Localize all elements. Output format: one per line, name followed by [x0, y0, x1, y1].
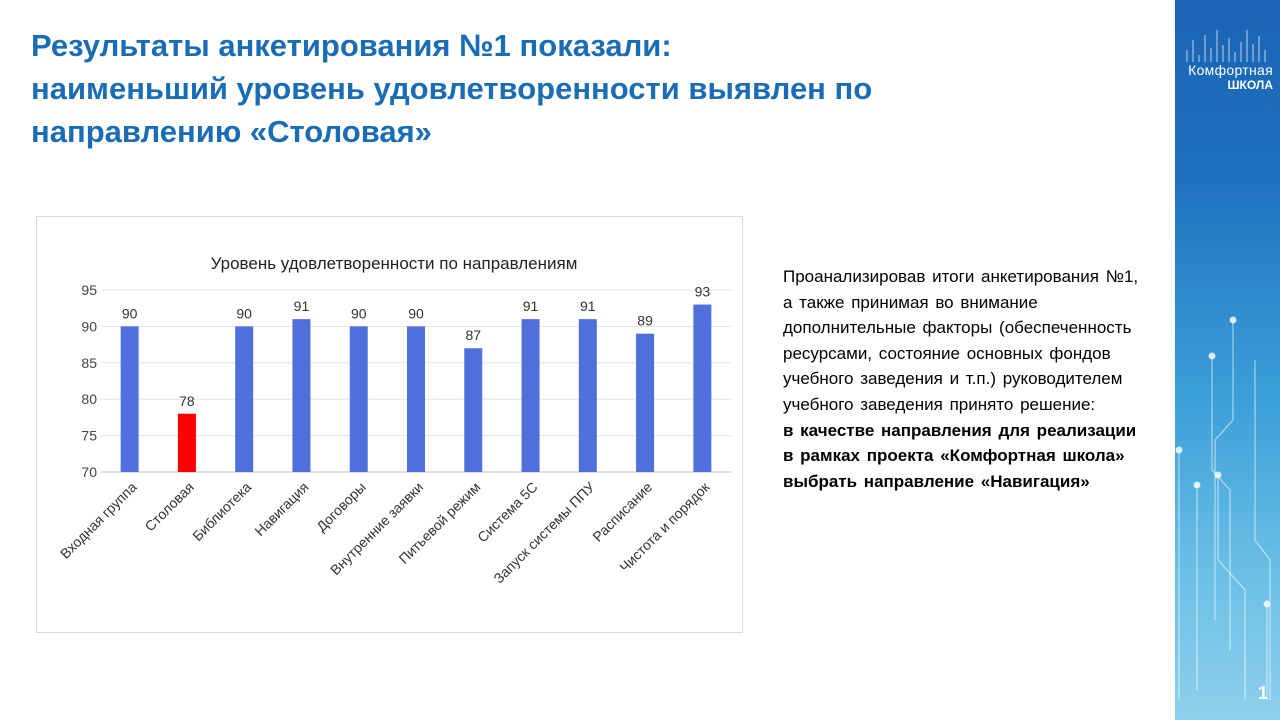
bar: [292, 319, 311, 472]
chart-container: Уровень удовлетворенности по направления…: [36, 216, 743, 633]
bar-chart: Уровень удовлетворенности по направления…: [57, 254, 731, 587]
data-label: 90: [122, 305, 138, 321]
y-tick-label: 95: [81, 282, 97, 298]
logo-line2: ШКОЛА: [1227, 78, 1273, 92]
page-number: 1: [1257, 683, 1268, 703]
data-label: 90: [351, 305, 367, 321]
sidebar-decoration: Комфортная ШКОЛА 1: [1175, 0, 1280, 720]
bar: [521, 319, 540, 472]
x-tick-label: Столовая: [141, 479, 197, 535]
bar: [578, 319, 597, 472]
bar: [120, 326, 139, 472]
slide-title: Результаты анкетирования №1 показали: на…: [31, 24, 1151, 153]
data-label: 93: [695, 284, 711, 300]
logo-line1: Комфортная: [1188, 62, 1273, 78]
conclusion-text: Проанализировав итоги анкетирования №1, …: [783, 264, 1143, 494]
note-text: Проанализировав итоги анкетирования №1, …: [783, 267, 1139, 414]
bar: [464, 348, 483, 472]
bar: [693, 304, 712, 472]
data-label: 91: [580, 298, 596, 314]
data-label: 91: [294, 298, 310, 314]
chart-title: Уровень удовлетворенности по направления…: [211, 254, 578, 273]
circuit-pattern-icon: [1175, 30, 1271, 700]
bar: [349, 326, 368, 472]
note-bold: в качестве направления для реализации в …: [783, 420, 1137, 491]
y-tick-label: 90: [81, 318, 97, 334]
title-line: наименьший уровень удовлетворенности выя…: [31, 71, 873, 106]
logo: Комфортная ШКОЛА: [1181, 62, 1273, 92]
x-tick-label: Навигация: [251, 479, 311, 539]
bar: [636, 333, 655, 472]
y-tick-label: 75: [81, 428, 97, 444]
y-tick-label: 70: [81, 464, 97, 480]
x-tick-label: Запуск системы ППУ: [490, 479, 598, 587]
title-line: направлению «Столовая»: [31, 114, 432, 149]
data-label: 89: [637, 313, 653, 329]
data-label: 90: [236, 305, 252, 321]
data-label: 87: [465, 327, 481, 343]
x-tick-label: Входная группа: [57, 479, 140, 562]
x-tick-label: Договоры: [313, 479, 369, 535]
bar: [407, 326, 425, 472]
bar: [177, 413, 196, 472]
bar: [235, 326, 254, 472]
data-label: 78: [179, 393, 195, 409]
y-tick-label: 85: [81, 355, 97, 371]
y-tick-label: 80: [81, 391, 97, 407]
x-tick-label: Библиотека: [189, 479, 254, 544]
title-line: Результаты анкетирования №1 показали:: [31, 28, 672, 63]
data-label: 90: [408, 305, 424, 321]
data-label: 91: [523, 298, 539, 314]
